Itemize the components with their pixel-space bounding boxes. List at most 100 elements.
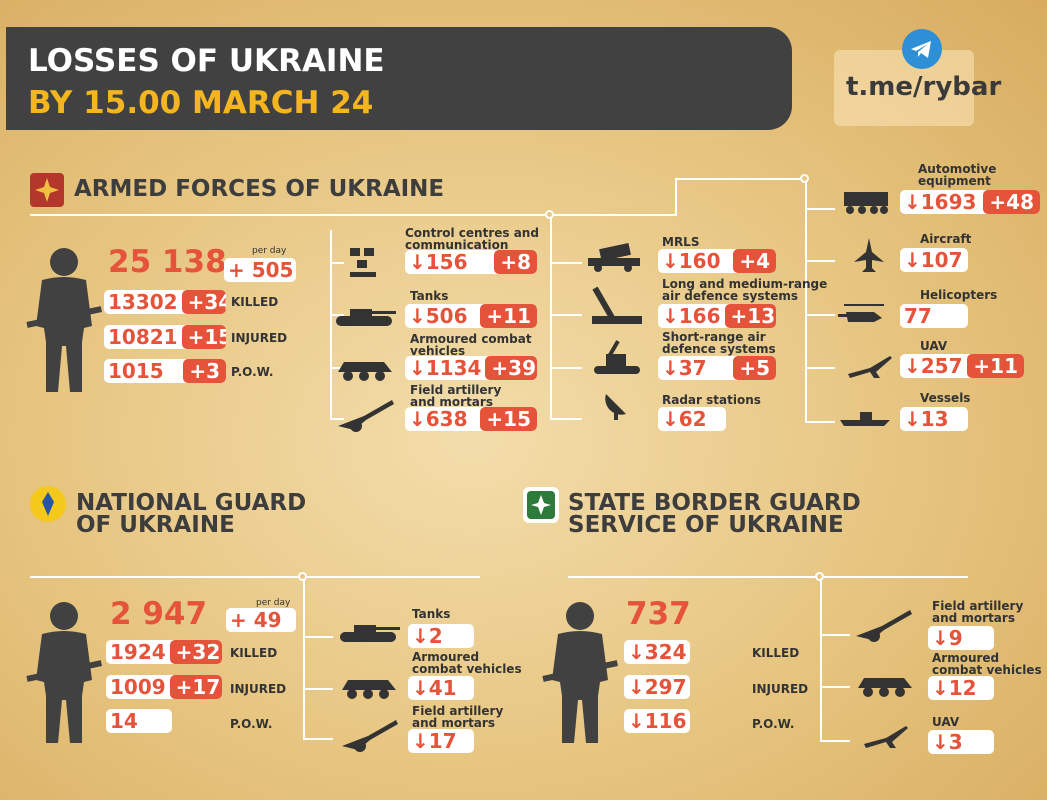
tank-icon (336, 309, 396, 326)
armoured-vehicle-icon (338, 362, 392, 381)
afu-killed-delta: +346 (181, 290, 226, 314)
connector-line (568, 576, 968, 578)
connector-dot (800, 174, 809, 183)
ng-title2: OF UKRAINE (76, 512, 235, 538)
artillery-icon (856, 610, 912, 642)
afu-lmad-delta: +13 (724, 304, 776, 328)
divider (550, 214, 552, 420)
afu-mrls-label: MRLS (662, 235, 700, 249)
connector-line (303, 738, 333, 740)
afu-control-value: ↓156 (409, 250, 468, 274)
artillery-icon (342, 720, 398, 752)
connector-dot (815, 572, 824, 581)
divider (675, 178, 677, 216)
afu-acv-delta: +39 (485, 356, 537, 380)
uav-icon (848, 356, 892, 378)
connector-line (303, 688, 333, 690)
brand-badge[interactable]: t.me/rybar (834, 29, 1001, 126)
ng-tanks-value: ↓2 (412, 624, 443, 648)
command-centre-icon (350, 248, 376, 277)
connector-line (805, 208, 835, 210)
sbg-pow-pill: ↓116 (624, 709, 690, 733)
afu-artillery-pill: ↓638 +15 (405, 407, 537, 431)
connector-line (330, 418, 344, 420)
sbg-artillery-label: Field artillery and mortars (932, 599, 1024, 625)
border-guard-emblem-icon (523, 487, 559, 523)
afu-auto-label: Automotive equipment (918, 162, 997, 188)
vessel-icon (840, 412, 890, 426)
soldier-icon (26, 602, 103, 743)
afu-mrls-delta: +4 (733, 249, 776, 273)
afu-vessels-label: Vessels (920, 391, 971, 405)
ng-pow-value: 14 (110, 709, 138, 733)
sbg-uav-pill: ↓3 (928, 730, 994, 754)
afu-tanks-delta: +11 (480, 304, 537, 328)
ng-acv-label: Armoured combat vehicles (412, 650, 522, 676)
connector-dot (545, 210, 554, 219)
connector-line (805, 367, 835, 369)
afu-artillery-delta: +15 (480, 407, 537, 431)
national-guard-emblem-icon (30, 486, 66, 522)
afu-aircraft-label: Aircraft (920, 232, 972, 246)
afu-sad-pill: ↓37 +5 (658, 356, 776, 380)
afu-tanks-value: ↓506 (409, 304, 468, 328)
divider (675, 178, 805, 180)
ng-perday-pill: + 49 (226, 608, 296, 632)
connector-line (820, 686, 850, 688)
afu-pow-value: 1015 (108, 359, 164, 383)
ng-tanks-label: Tanks (412, 607, 451, 621)
afu-control-delta: +8 (494, 250, 537, 274)
connector-line (303, 636, 333, 638)
ng-pow-pill: 14 (106, 709, 172, 733)
afu-injured-value: 10821 (108, 325, 178, 349)
afu-uav-label: UAV (920, 339, 948, 353)
ng-artillery-value: ↓17 (412, 729, 457, 753)
afu-pow-delta: +3 (183, 359, 226, 383)
sbg-acv-label: Armoured combat vehicles (932, 651, 1042, 677)
sbg-artillery-pill: ↓9 (928, 626, 994, 650)
ng-killed-label: KILLED (230, 646, 278, 660)
sbg-pow-label: P.O.W. (752, 717, 795, 731)
ng-artillery-label: Field artillery and mortars (412, 704, 504, 730)
connector-line (820, 634, 850, 636)
sbg-uav-value: ↓3 (932, 730, 963, 754)
connector-line (805, 260, 835, 262)
sbg-injured-pill: ↓297 (624, 675, 690, 699)
afu-radar-label: Radar stations (662, 393, 761, 407)
afu-radar-value: ↓62 (662, 407, 707, 431)
connector-line (330, 367, 344, 369)
ng-title1: NATIONAL GUARD (76, 490, 307, 516)
uav-icon (864, 726, 908, 748)
afu-artillery-value: ↓638 (409, 407, 468, 431)
afu-perday-value: + 505 (228, 258, 294, 282)
afu-injured-delta: +156 (181, 325, 226, 349)
connector-line (550, 367, 582, 369)
afu-acv-value: ↓1134 (409, 356, 482, 380)
ng-injured-pill: 1009 +17 (106, 675, 222, 699)
sbg-artillery-value: ↓9 (932, 626, 963, 650)
afu-vessels-value: ↓13 (904, 407, 949, 431)
afu-tanks-label: Tanks (410, 289, 449, 303)
connector-line (330, 262, 344, 264)
ng-acv-pill: ↓41 (408, 676, 474, 700)
afu-auto-pill: ↓1693 +48 (900, 190, 1040, 214)
afu-auto-value: ↓1693 (904, 190, 977, 214)
armoured-vehicle-icon (342, 680, 396, 699)
sbg-title1: STATE BORDER GUARD (568, 490, 861, 516)
brand-link[interactable]: t.me/rybar (846, 72, 1002, 102)
afu-sad-delta: +5 (733, 356, 776, 380)
sbg-title2: SERVICE OF UKRAINE (568, 512, 844, 538)
tank-icon (340, 625, 400, 642)
sbg-killed-pill: ↓324 (624, 640, 690, 664)
afu-uav-value: ↓257 (904, 354, 963, 378)
afu-aircraft-value: ↓107 (904, 248, 963, 272)
sbg-total: 737 (626, 596, 691, 632)
mrls-icon (588, 243, 640, 272)
connector-line (303, 576, 305, 738)
sbg-acv-value: ↓12 (932, 676, 977, 700)
telegram-icon (902, 29, 942, 69)
air-defence-long-icon (592, 286, 642, 324)
radar-icon (605, 394, 626, 420)
ng-tanks-pill: ↓2 (408, 624, 474, 648)
sbg-acv-pill: ↓12 (928, 676, 994, 700)
